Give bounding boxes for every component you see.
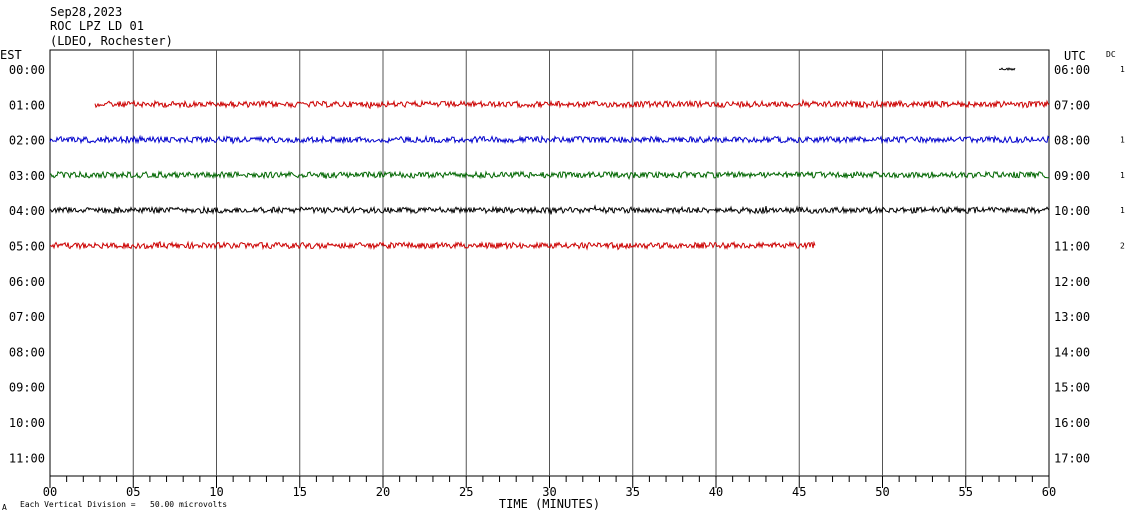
est-hour-label: 10:00 — [9, 416, 45, 430]
x-tick-label: 45 — [792, 485, 806, 499]
x-tick-label: 20 — [376, 485, 390, 499]
seismic-trace — [49, 204, 1050, 215]
utc-hour-label: 08:00 — [1054, 134, 1090, 148]
est-hour-label: 11:00 — [9, 451, 45, 465]
utc-hour-label: 17:00 — [1054, 451, 1090, 465]
utc-hour-label: 11:00 — [1054, 240, 1090, 254]
utc-hour-label: 15:00 — [1054, 381, 1090, 395]
est-hour-label: 03:00 — [9, 169, 45, 183]
est-hour-label: 02:00 — [9, 134, 45, 148]
utc-hour-label: 12:00 — [1054, 275, 1090, 289]
x-tick-label: 50 — [875, 485, 889, 499]
footnote-symbol: A — [2, 503, 7, 512]
utc-hour-label: 10:00 — [1054, 204, 1090, 218]
seismic-trace — [94, 98, 1050, 110]
utc-hour-label: 13:00 — [1054, 310, 1090, 324]
station-network: (LDEO, Rochester) — [50, 34, 173, 48]
utc-hour-label: 06:00 — [1054, 63, 1090, 77]
dc-offset-label: 1 — [1120, 136, 1125, 145]
seismic-trace — [49, 134, 1050, 145]
dc-offset-label: 2 — [1120, 242, 1125, 251]
dc-offset-label: 1 — [1120, 65, 1125, 74]
dc-offset-label: 1 — [1120, 206, 1125, 215]
vertical-division-note: Each Vertical Division = 50.00 microvolt… — [20, 500, 228, 509]
x-tick-label: 55 — [959, 485, 973, 499]
x-tick-label: 60 — [1042, 485, 1056, 499]
est-axis-label: EST — [0, 48, 22, 62]
utc-axis-label: UTC — [1064, 49, 1086, 63]
est-hour-label: 07:00 — [9, 310, 45, 324]
x-tick-label: 00 — [43, 485, 57, 499]
utc-hour-label: 07:00 — [1054, 98, 1090, 112]
est-hour-label: 05:00 — [9, 240, 45, 254]
seismic-trace — [49, 170, 1050, 180]
x-tick-label: 05 — [126, 485, 140, 499]
est-hour-label: 01:00 — [9, 98, 45, 112]
x-tick-label: 40 — [709, 485, 723, 499]
x-tick-label: 10 — [209, 485, 223, 499]
x-tick-label: 35 — [626, 485, 640, 499]
x-axis-label: TIME (MINUTES) — [499, 497, 600, 511]
est-hour-label: 00:00 — [9, 63, 45, 77]
x-tick-label: 15 — [293, 485, 307, 499]
est-hour-label: 08:00 — [9, 345, 45, 359]
est-hour-label: 04:00 — [9, 204, 45, 218]
seismic-trace — [49, 240, 816, 251]
x-tick-label: 30 — [542, 485, 556, 499]
chart-date: Sep28,2023 — [50, 5, 123, 19]
dc-header-label: DC — [1106, 50, 1116, 59]
utc-hour-label: 14:00 — [1054, 345, 1090, 359]
dc-offset-label: 1 — [1120, 171, 1125, 180]
x-tick-label: 25 — [459, 485, 473, 499]
est-hour-label: 06:00 — [9, 275, 45, 289]
station-code: ROC LPZ LD 01 — [50, 19, 144, 33]
utc-hour-label: 09:00 — [1054, 169, 1090, 183]
utc-hour-label: 16:00 — [1054, 416, 1090, 430]
est-hour-label: 09:00 — [9, 381, 45, 395]
seismic-trace — [998, 67, 1016, 71]
